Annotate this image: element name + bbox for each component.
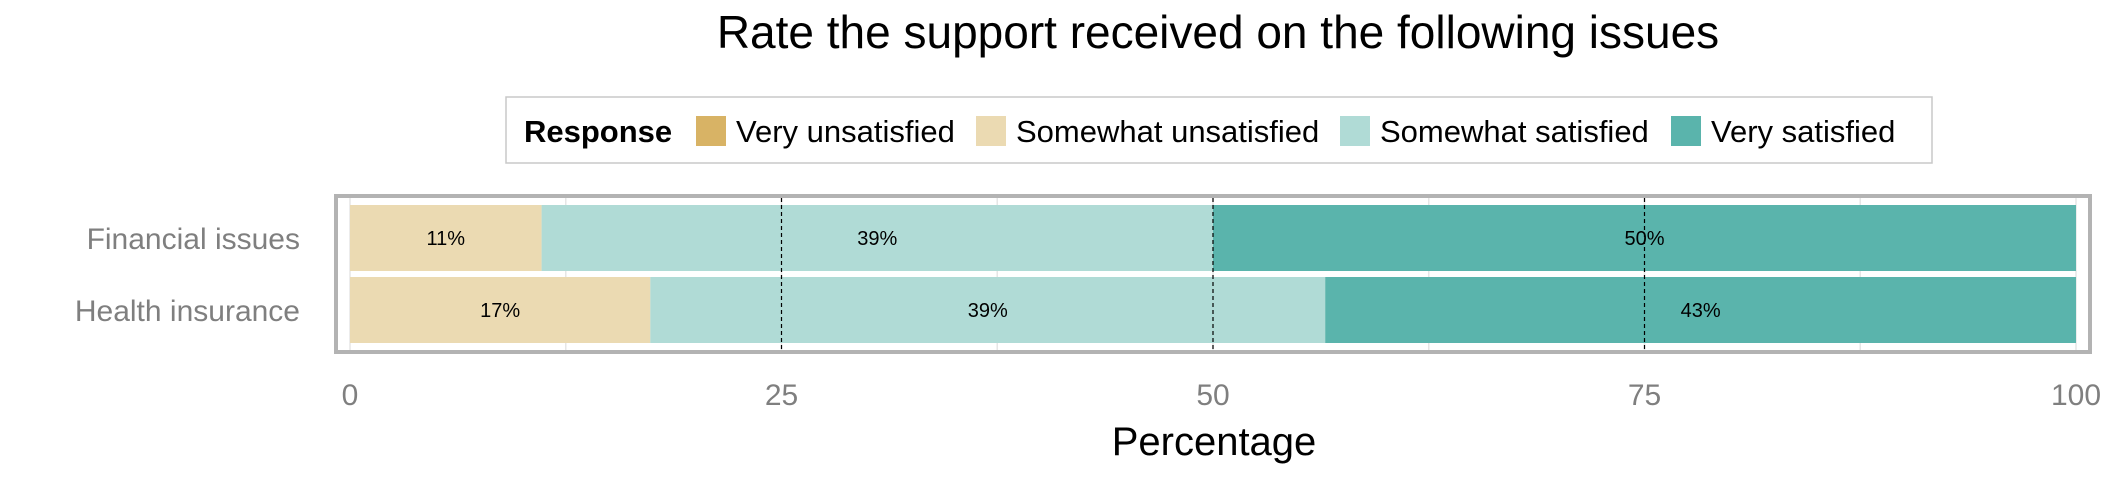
bar-label-1-1: 17%: [480, 300, 520, 322]
x-axis-label: Percentage: [1112, 420, 1317, 464]
legend-swatch-1: [976, 116, 1006, 146]
y-axis: Financial issues Health insurance: [75, 223, 300, 328]
x-tick-label-0: 0: [342, 379, 359, 412]
bar-0-2: [541, 205, 1213, 271]
bar-1-1: [350, 277, 651, 343]
legend-label-1: Somewhat unsatisfied: [1016, 114, 1319, 149]
bar-label-0-1: 11%: [427, 228, 466, 250]
x-tick-label-4: 100: [2051, 379, 2101, 412]
legend-label-3: Very satisfied: [1711, 114, 1895, 149]
legend-label-2: Somewhat satisfied: [1380, 114, 1649, 149]
bar-0-1: [350, 205, 542, 271]
legend-title: Response: [524, 114, 672, 149]
x-tick-label-1: 25: [765, 379, 798, 412]
legend-swatch-0: [696, 116, 726, 146]
bar-label-1-2: 39%: [968, 300, 1008, 322]
x-tick-label-2: 50: [1196, 379, 1229, 412]
legend-swatch-3: [1671, 116, 1701, 146]
bar-label-0-2: 39%: [857, 228, 897, 250]
plot-area: 11% 39% 50% 17% 39% 43%: [334, 194, 2092, 354]
x-axis: 0 25 50 75 100: [342, 379, 2101, 412]
y-tick-label-1: Health insurance: [75, 295, 300, 328]
x-tick-label-3: 75: [1628, 379, 1661, 412]
chart-title: Rate the support received on the followi…: [717, 6, 1719, 58]
plot-border: [334, 194, 2092, 354]
bar-label-0-3: 50%: [1624, 228, 1664, 250]
bar-1-3: [1325, 277, 2076, 343]
legend-label-0: Very unsatisfied: [736, 114, 955, 149]
bar-label-1-3: 43%: [1681, 300, 1721, 322]
y-tick-label-0: Financial issues: [87, 223, 300, 256]
legend: Response Very unsatisfied Somewhat unsati…: [505, 96, 1933, 164]
legend-swatch-2: [1340, 116, 1370, 146]
